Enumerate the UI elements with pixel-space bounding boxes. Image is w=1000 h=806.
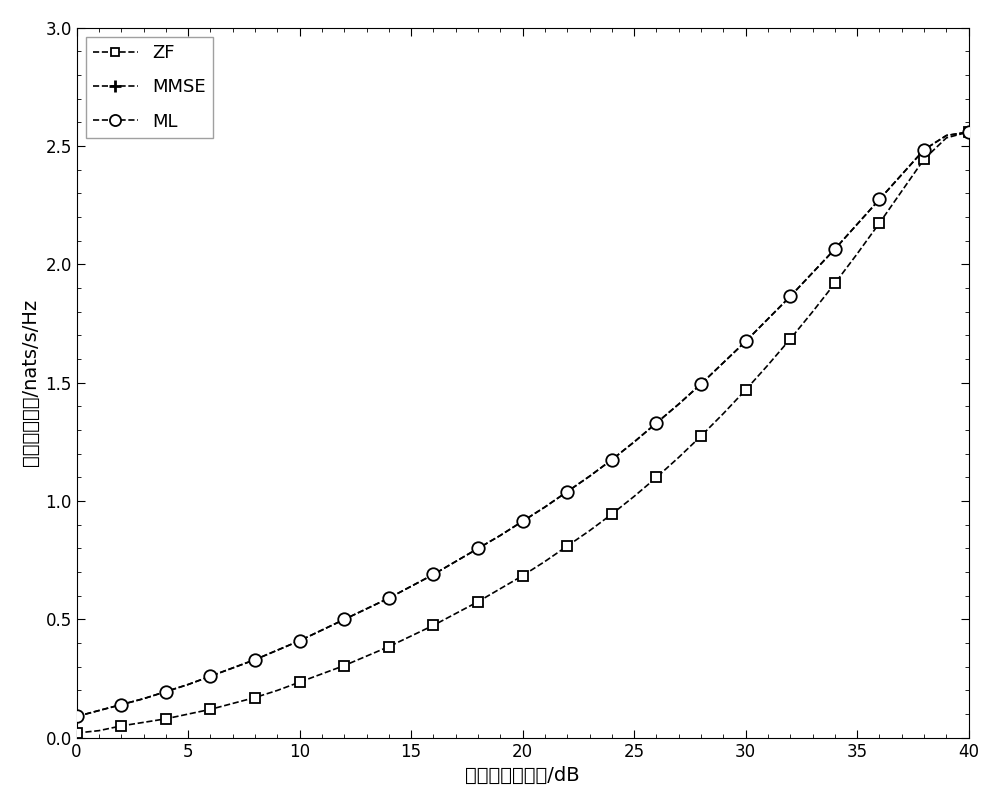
X-axis label: 系统平均信噪比/dB: 系统平均信噪比/dB xyxy=(465,767,580,785)
Y-axis label: 遍历保密容量/nats/s/Hz: 遍历保密容量/nats/s/Hz xyxy=(21,299,40,467)
Legend: ZF, MMSE, ML: ZF, MMSE, ML xyxy=(86,37,213,138)
